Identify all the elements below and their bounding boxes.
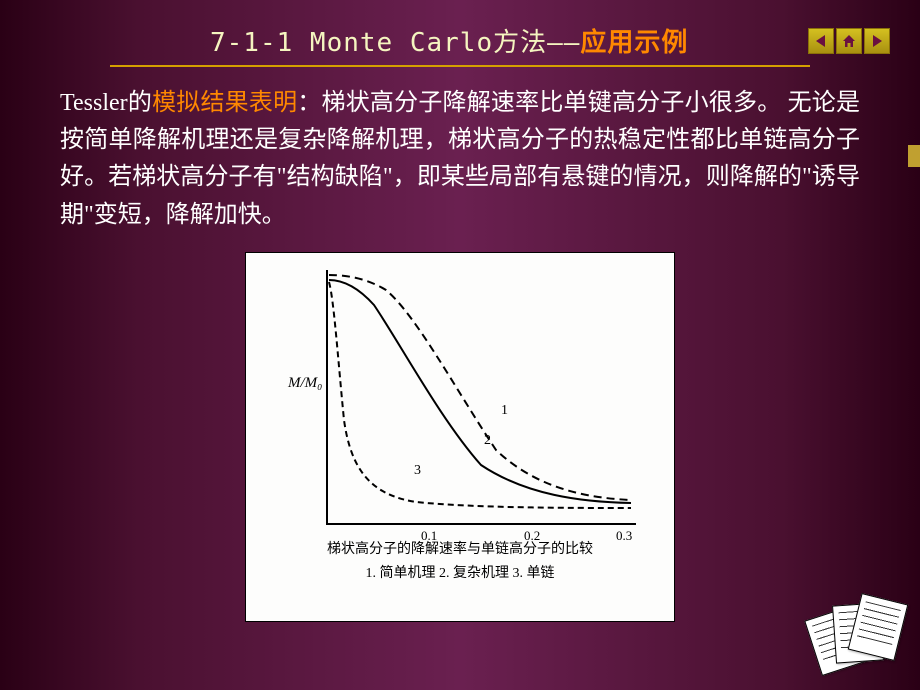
home-icon	[841, 33, 857, 49]
nav-button-group	[808, 28, 890, 54]
plot-region: M/M₀ 0.1 0.2 0.3 1 2 3	[286, 265, 646, 530]
curve-2-label: 2	[484, 433, 491, 449]
header-bar: 7-1-1 Monte Carlo方法——应用示例	[0, 0, 920, 67]
curves-svg	[326, 270, 636, 525]
x-tick-2: 0.2	[524, 528, 540, 544]
triangle-right-icon	[869, 33, 885, 49]
curve-1-label: 1	[501, 403, 508, 419]
curve-2	[329, 280, 631, 503]
slide-title: 7-1-1 Monte Carlo方法——应用示例	[210, 22, 688, 59]
x-tick-3: 0.3	[616, 528, 632, 544]
side-marker	[908, 145, 920, 167]
title-method: Monte Carlo方法——	[310, 28, 581, 58]
author-name: Tessler	[60, 90, 128, 116]
curve-3-label: 3	[414, 463, 421, 479]
caption-line-2: 1. 简单机理 2. 复杂机理 3. 单链	[264, 562, 656, 586]
chart-caption: 梯状高分子的降解速率与单链高分子的比较 1. 简单机理 2. 复杂机理 3. 单…	[264, 538, 656, 586]
y-axis-label: M/M₀	[288, 375, 322, 392]
chart-container: M/M₀ 0.1 0.2 0.3 1 2 3 梯状高分子的降解速率与单链高分子的…	[0, 252, 920, 622]
title-section-number: 7-1-1	[210, 28, 310, 58]
curve-1	[329, 275, 631, 500]
title-subtitle: 应用示例	[580, 28, 688, 58]
home-button[interactable]	[836, 28, 862, 54]
prev-button[interactable]	[808, 28, 834, 54]
body-paragraph: Tessler的模拟结果表明：梯状高分子降解速率比单键高分子小很多。 无论是按简…	[0, 67, 920, 244]
triangle-left-icon	[813, 33, 829, 49]
chart-box: M/M₀ 0.1 0.2 0.3 1 2 3 梯状高分子的降解速率与单链高分子的…	[245, 252, 675, 622]
x-tick-1: 0.1	[421, 528, 437, 544]
particle-de: 的	[128, 90, 152, 116]
corner-decoration	[810, 590, 905, 675]
next-button[interactable]	[864, 28, 890, 54]
caption-line-1: 梯状高分子的降解速率与单链高分子的比较	[264, 538, 656, 562]
highlight-phrase: 模拟结果表明	[152, 90, 297, 116]
curve-3	[329, 282, 631, 508]
